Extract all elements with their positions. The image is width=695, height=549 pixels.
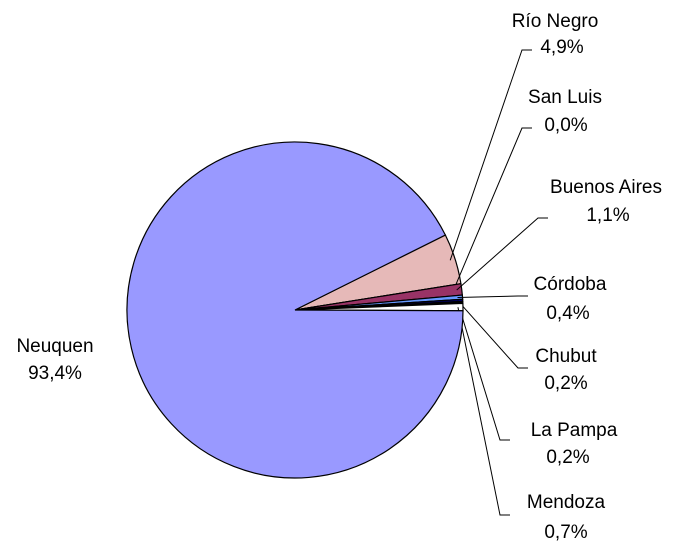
slice-name: Río Negro [512, 11, 599, 32]
slice-name: San Luis [528, 87, 602, 108]
leader-line [449, 49, 532, 261]
slice-value: 4,9% [540, 37, 583, 58]
slice-name: Chubut [535, 346, 597, 367]
leader-line [455, 127, 532, 285]
slice-value: 0,2% [544, 373, 587, 394]
leader-line [457, 300, 528, 369]
slice-name: Neuquen [16, 336, 93, 357]
slice-name: Buenos Aires [550, 177, 662, 198]
leader-line [457, 295, 528, 299]
slice-name: Mendoza [527, 492, 606, 513]
slice-value: 1,1% [586, 205, 629, 226]
slice-value: 0,0% [544, 115, 587, 136]
slice-value: 0,2% [546, 447, 589, 468]
leader-line [457, 302, 510, 441]
slice-name: La Pampa [531, 420, 618, 441]
leader-line [457, 307, 510, 516]
slice-value: 0,7% [544, 522, 587, 543]
slice-value: 93,4% [28, 363, 82, 384]
slice-name: Córdoba [534, 274, 607, 295]
leader-line [456, 217, 548, 291]
pie-slice [126, 141, 464, 479]
slice-value: 0,4% [546, 303, 589, 324]
